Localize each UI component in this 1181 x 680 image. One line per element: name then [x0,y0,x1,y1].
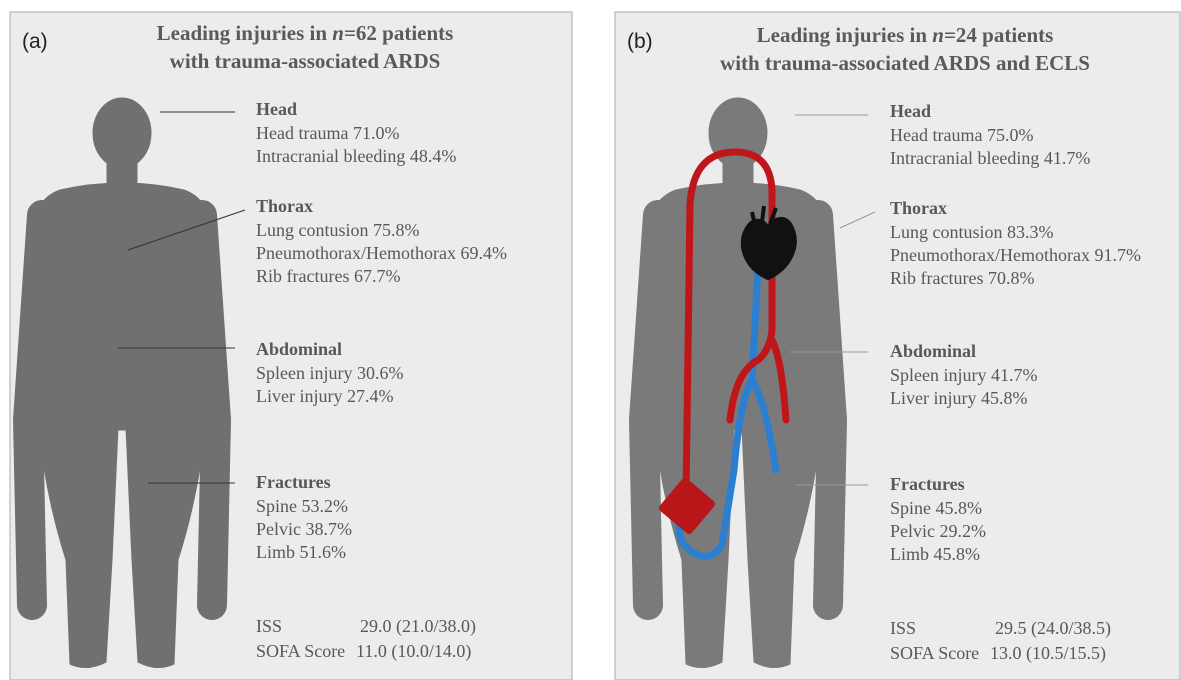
stat-label: ISS [890,618,916,638]
panel-subtitle: with trauma-associated ARDS and ECLS [720,51,1090,75]
section-item: Liver injury 27.4% [256,386,393,406]
section-heading: Thorax [890,198,947,218]
section-item: Head trauma 71.0% [256,123,399,143]
pointer-lines [118,111,246,484]
section-item: Limb 45.8% [890,544,980,564]
section-item: Head trauma 75.0% [890,125,1033,145]
title-italic: n [932,23,944,47]
title-text: Leading injuries in [757,23,933,47]
title-text: Leading injuries in [157,21,333,45]
stat-value: 29.0 (21.0/38.0) [360,616,476,637]
section-heading: Thorax [256,196,313,216]
section-heading: Fractures [890,474,965,494]
section-item: Spleen injury 30.6% [256,363,403,383]
section-heading: Head [890,101,931,121]
section-item: Lung contusion 75.8% [256,220,420,240]
section-item: Pneumothorax/Hemothorax 91.7% [890,245,1141,265]
stat-label: SOFA Score [256,641,345,661]
section-item: Rib fractures 67.7% [256,266,400,286]
stat-label: SOFA Score [890,643,979,663]
section-item: Spleen injury 41.7% [890,365,1037,385]
panel-subtitle: with trauma-associated ARDS [170,49,441,73]
heart-icon [740,205,797,281]
section-heading: Abdominal [256,339,342,359]
section-item: Spine 45.8% [890,498,982,518]
section-item: Limb 51.6% [256,542,346,562]
stat-value: 13.0 (10.5/15.5) [990,643,1106,664]
stat-label: ISS [256,616,282,636]
section-item: Pneumothorax/Hemothorax 69.4% [256,243,507,263]
panel-title: Leading injuries in n=62 patients [157,21,454,45]
panel-title: Leading injuries in n=24 patients [757,23,1054,47]
section-item: Intracranial bleeding 48.4% [256,146,456,166]
stat-value: 29.5 (24.0/38.5) [995,618,1111,639]
section-item: Intracranial bleeding 41.7% [890,148,1090,168]
section-item: Pelvic 29.2% [890,521,986,541]
pointer-lines [790,114,876,486]
panel-label: (b) [627,30,653,53]
title-italic: n [332,21,344,45]
section-item: Pelvic 38.7% [256,519,352,539]
oxygenator [659,478,715,534]
section-item: Liver injury 45.8% [890,388,1027,408]
section-item: Lung contusion 83.3% [890,222,1054,242]
title-text: =62 patients [344,21,453,45]
section-item: Spine 53.2% [256,496,348,516]
stat-value: 11.0 (10.0/14.0) [356,641,471,662]
section-heading: Fractures [256,472,331,492]
panel-label: (a) [22,30,48,53]
ecls-cannulas [675,148,790,560]
section-item: Rib fractures 70.8% [890,268,1034,288]
section-heading: Head [256,99,297,119]
title-text: =24 patients [944,23,1053,47]
section-heading: Abdominal [890,341,976,361]
